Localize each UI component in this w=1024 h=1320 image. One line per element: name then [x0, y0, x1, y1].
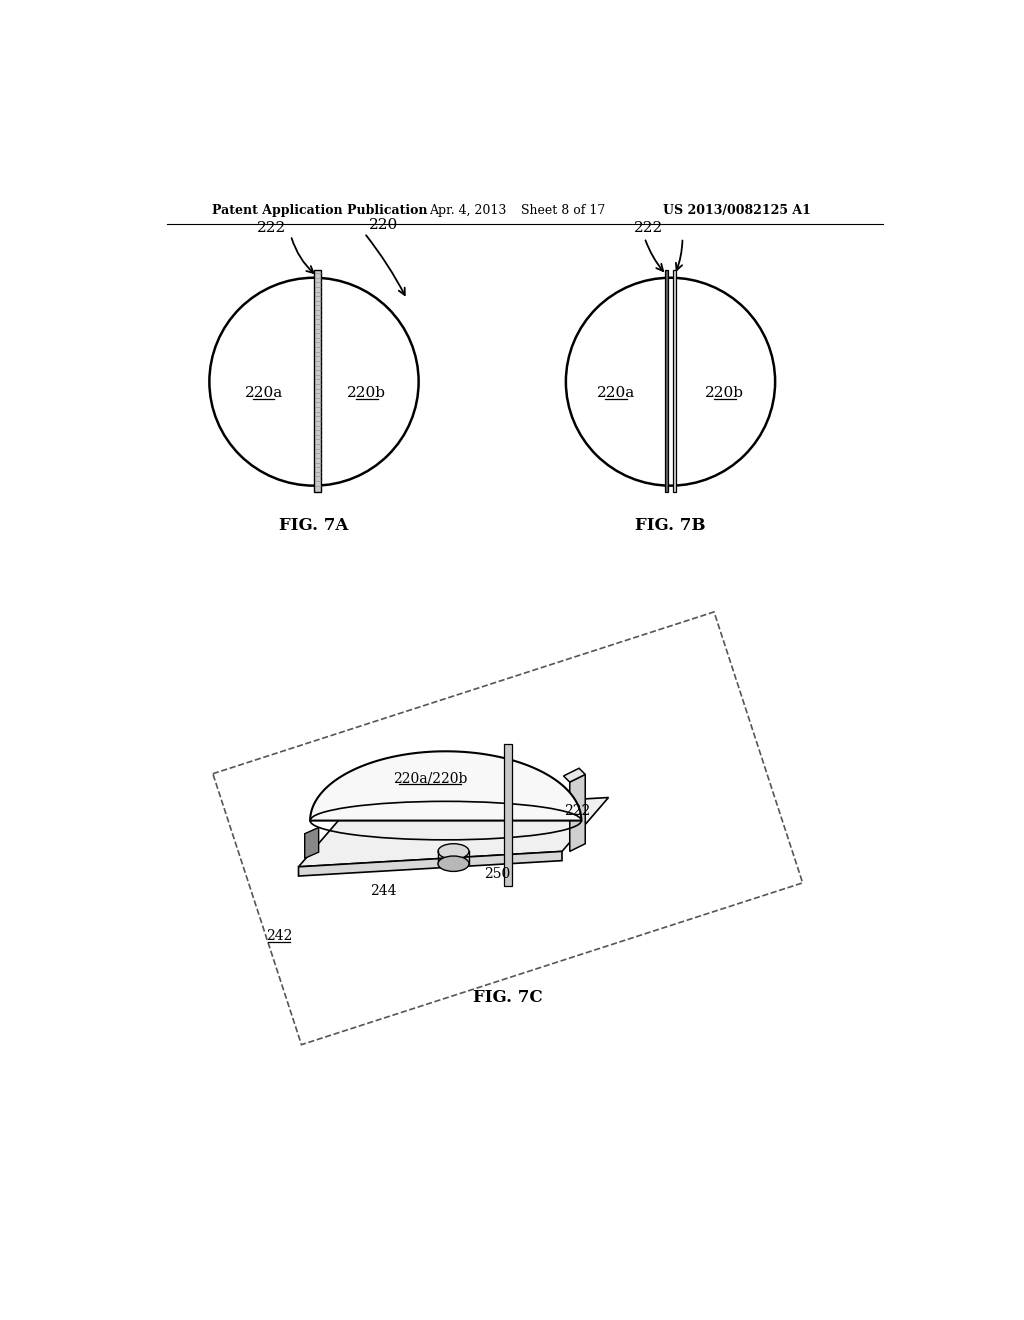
Text: US 2013/0082125 A1: US 2013/0082125 A1 [663, 205, 811, 218]
Text: 220a/220b: 220a/220b [393, 771, 467, 785]
Polygon shape [299, 851, 562, 876]
Ellipse shape [438, 855, 469, 871]
Text: 220a: 220a [597, 387, 635, 400]
Text: 222: 222 [634, 222, 664, 235]
Text: 242: 242 [266, 929, 292, 942]
Bar [314, 271, 322, 492]
Polygon shape [310, 751, 582, 821]
Text: 222: 222 [257, 220, 286, 235]
Polygon shape [563, 768, 586, 781]
Text: 220b: 220b [706, 387, 744, 400]
Text: 244: 244 [371, 884, 397, 899]
Text: 222: 222 [564, 804, 591, 817]
Text: 220: 220 [369, 218, 398, 232]
Bar [665, 271, 668, 492]
Polygon shape [569, 775, 586, 851]
Text: FIG. 7B: FIG. 7B [635, 517, 706, 535]
Text: FIG. 7C: FIG. 7C [473, 989, 543, 1006]
Polygon shape [305, 828, 318, 858]
Bar [673, 271, 676, 492]
Ellipse shape [438, 843, 469, 859]
Text: 220a: 220a [245, 387, 283, 400]
Text: 220b: 220b [347, 387, 386, 400]
Text: FIG. 7A: FIG. 7A [280, 517, 349, 535]
Text: Apr. 4, 2013: Apr. 4, 2013 [429, 205, 506, 218]
Text: Sheet 8 of 17: Sheet 8 of 17 [521, 205, 605, 218]
Text: Patent Application Publication: Patent Application Publication [212, 205, 427, 218]
Bar [504, 743, 512, 886]
Polygon shape [299, 797, 608, 867]
Text: 250: 250 [484, 867, 511, 882]
